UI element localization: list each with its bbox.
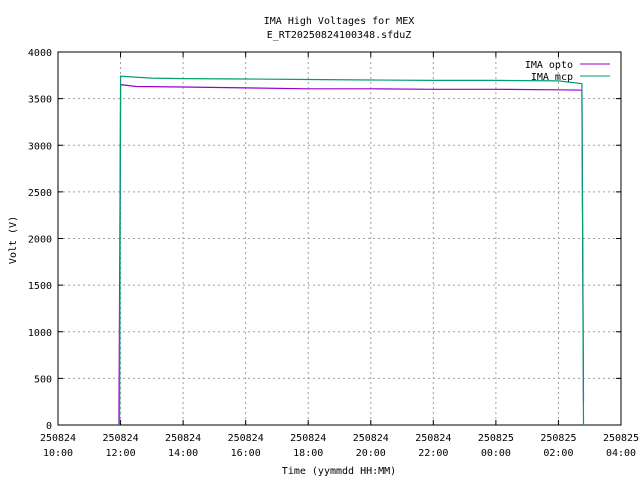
x-axis-label: Time (yymmdd HH:MM) (282, 466, 396, 477)
y-tick-label: 2500 (28, 188, 52, 199)
y-tick-label: 2000 (28, 235, 52, 246)
x-tick-date: 250824 (102, 433, 138, 444)
x-tick-date: 250824 (290, 433, 326, 444)
x-tick-date: 250824 (40, 433, 76, 444)
x-tick-time: 02:00 (543, 448, 573, 459)
chart-subtitle: E_RT20250824100348.sfduZ (267, 30, 412, 41)
x-tick-time: 18:00 (293, 448, 323, 459)
y-axis-label: Volt (V) (8, 216, 19, 264)
axis-ticks: 0 500 1000 1500 2000 2500 3000 3500 4000 250824 10… (28, 48, 639, 459)
chart-title: IMA High Voltages for MEX (264, 16, 415, 27)
x-tick-time: 04:00 (606, 448, 636, 459)
grid-lines (58, 52, 621, 425)
x-tick-time: 14:00 (168, 448, 198, 459)
y-tick-label: 3500 (28, 95, 52, 106)
x-tick-date: 250825 (603, 433, 639, 444)
x-tick-date: 250825 (540, 433, 576, 444)
y-tick-label: 1500 (28, 281, 52, 292)
x-tick-date: 250825 (478, 433, 514, 444)
y-tick-label: 0 (46, 421, 52, 432)
series-lines (118, 75, 585, 426)
x-tick-time: 16:00 (231, 448, 261, 459)
x-tick-date: 250824 (353, 433, 389, 444)
legend: IMA opto IMA mcp (525, 60, 610, 83)
y-tick-label: 500 (34, 374, 52, 385)
y-tick-label: 3000 (28, 141, 52, 152)
y-tick-label: 4000 (28, 48, 52, 59)
x-tick-date: 250824 (165, 433, 201, 444)
y-tick-label: 1000 (28, 328, 52, 339)
legend-label-opto: IMA opto (525, 60, 573, 71)
series-line-ima-mcp (118, 75, 585, 426)
x-tick-date: 250824 (228, 433, 264, 444)
x-tick-time: 20:00 (356, 448, 386, 459)
x-tick-time: 22:00 (418, 448, 448, 459)
x-tick-date: 250824 (415, 433, 451, 444)
series-line-ima-opto (118, 83, 585, 425)
x-tick-time: 10:00 (43, 448, 73, 459)
x-tick-time: 00:00 (481, 448, 511, 459)
x-tick-time: 12:00 (106, 448, 136, 459)
legend-label-mcp: IMA mcp (531, 72, 573, 83)
